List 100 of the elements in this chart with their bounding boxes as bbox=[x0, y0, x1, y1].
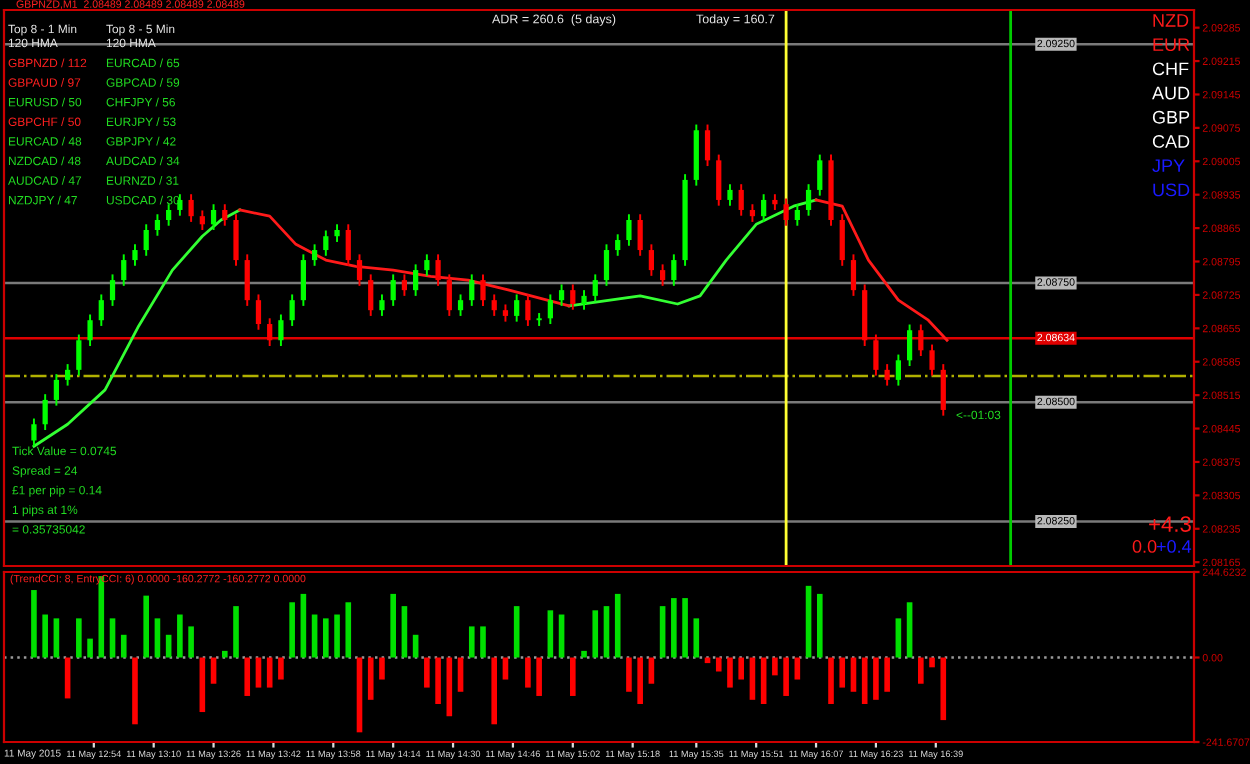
candlestick bbox=[199, 209, 205, 231]
bar bbox=[334, 614, 340, 658]
bar bbox=[614, 593, 621, 658]
bar bbox=[816, 593, 823, 658]
bar bbox=[906, 602, 913, 658]
candlestick bbox=[435, 253, 441, 287]
bar bbox=[367, 657, 374, 700]
bar bbox=[570, 657, 576, 696]
bar bbox=[918, 657, 924, 684]
candlestick bbox=[817, 153, 823, 197]
bar bbox=[536, 657, 542, 696]
bar bbox=[682, 598, 688, 658]
bar bbox=[424, 657, 430, 688]
candlestick bbox=[109, 273, 116, 307]
bar bbox=[693, 618, 700, 658]
annotation: CAD bbox=[1152, 135, 1190, 148]
bar bbox=[143, 595, 150, 658]
candlestick bbox=[379, 293, 385, 317]
bar bbox=[379, 657, 385, 680]
candlestick bbox=[42, 393, 48, 431]
candlestick bbox=[177, 193, 183, 217]
bar bbox=[244, 657, 251, 696]
candlestick bbox=[166, 203, 172, 227]
bar bbox=[828, 657, 834, 705]
annotation: CHF bbox=[1152, 62, 1189, 76]
candlestick bbox=[671, 253, 677, 287]
candlestick bbox=[615, 233, 621, 257]
bar bbox=[278, 657, 284, 680]
bar bbox=[783, 657, 789, 696]
candlestick bbox=[873, 333, 879, 377]
annotation: GBP bbox=[1152, 110, 1190, 124]
bar bbox=[412, 634, 419, 658]
bar bbox=[592, 610, 599, 658]
bar bbox=[805, 585, 812, 658]
bar bbox=[468, 626, 475, 658]
candlestick bbox=[626, 213, 632, 247]
candlestick bbox=[65, 363, 71, 387]
candlestick bbox=[210, 203, 217, 231]
bar bbox=[177, 614, 183, 658]
candlestick bbox=[311, 243, 318, 267]
candlestick bbox=[53, 373, 60, 407]
bar bbox=[659, 606, 666, 658]
candlestick bbox=[906, 323, 913, 367]
candlestick bbox=[233, 213, 239, 267]
bar bbox=[839, 657, 846, 688]
candlestick bbox=[300, 253, 306, 307]
candlestick bbox=[525, 293, 531, 327]
bar bbox=[547, 610, 554, 658]
candlestick bbox=[491, 293, 497, 317]
bar bbox=[480, 626, 486, 658]
candlestick bbox=[188, 193, 194, 223]
bar bbox=[300, 593, 307, 658]
candlestick bbox=[805, 183, 812, 217]
bar bbox=[345, 602, 352, 658]
bar bbox=[671, 598, 677, 658]
bar bbox=[188, 626, 194, 658]
bar bbox=[401, 606, 408, 658]
candlestick bbox=[480, 273, 486, 307]
bar bbox=[53, 618, 60, 658]
candlestick bbox=[558, 283, 565, 307]
annotation: AUD bbox=[1152, 86, 1190, 100]
candlestick bbox=[581, 289, 587, 311]
candlestick bbox=[716, 153, 722, 207]
candlestick bbox=[356, 253, 363, 287]
bar bbox=[772, 657, 778, 676]
annotation: +0.4 bbox=[1156, 540, 1192, 553]
candlestick bbox=[761, 193, 767, 223]
candlestick bbox=[570, 283, 576, 311]
annotation: 0.0 bbox=[1132, 540, 1157, 553]
bar bbox=[76, 618, 82, 658]
bar bbox=[884, 657, 890, 692]
candlestick bbox=[76, 333, 82, 377]
candlestick bbox=[929, 343, 935, 377]
bar bbox=[940, 657, 947, 721]
bar bbox=[132, 657, 138, 725]
candlestick bbox=[255, 293, 262, 331]
bar bbox=[715, 657, 722, 672]
candlestick bbox=[918, 323, 924, 357]
bar bbox=[513, 606, 520, 658]
candlestick bbox=[603, 243, 610, 287]
candlestick bbox=[884, 363, 890, 387]
bar bbox=[42, 614, 48, 658]
candlestick bbox=[514, 293, 520, 323]
annotation: +4.3 bbox=[1149, 516, 1191, 532]
candlestick bbox=[660, 263, 666, 287]
candlestick bbox=[98, 293, 104, 327]
candlestick bbox=[401, 273, 408, 297]
annotation: JPY bbox=[1152, 159, 1185, 173]
annotation: EUR bbox=[1153, 38, 1190, 52]
bar bbox=[233, 606, 239, 658]
bar bbox=[289, 602, 295, 658]
candlestick bbox=[592, 273, 598, 303]
candlestick bbox=[87, 313, 93, 347]
annotation: NZD bbox=[1153, 14, 1189, 27]
bar bbox=[727, 657, 733, 688]
candlestick bbox=[143, 223, 149, 257]
bar bbox=[87, 638, 93, 658]
candlestick bbox=[121, 253, 127, 287]
annotation: USD bbox=[1153, 183, 1190, 197]
candlestick bbox=[457, 293, 464, 317]
